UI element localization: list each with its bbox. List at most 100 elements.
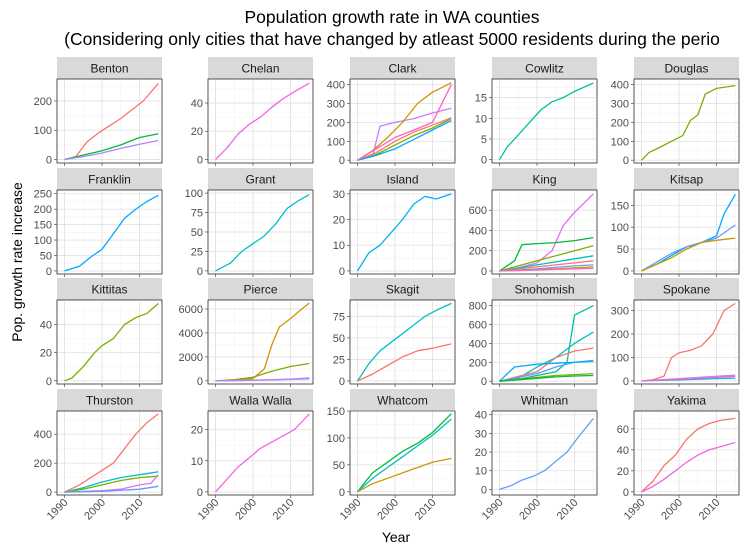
strip-kittitas bbox=[57, 278, 162, 300]
y-tick-label: 400 bbox=[327, 80, 345, 92]
y-tick-label: 100 bbox=[611, 352, 629, 364]
y-tick-label: 0 bbox=[623, 487, 629, 499]
panel-thurston: Thurston 0 200 400 1990 2000 2010 bbox=[34, 389, 163, 523]
panel-border bbox=[491, 410, 598, 496]
series-line-spokane-1 bbox=[641, 302, 736, 382]
y-tick-label: 100 bbox=[185, 188, 203, 200]
panel-border bbox=[207, 78, 314, 164]
y-tick-label: 250 bbox=[34, 189, 52, 201]
plot-area-spokane bbox=[633, 299, 740, 385]
x-tick-label: 2000 bbox=[82, 497, 108, 523]
y-tick-label: 0 bbox=[46, 154, 52, 166]
panel-chelan: Chelan 0 20 40 bbox=[191, 57, 314, 166]
y-tick-label: 100 bbox=[34, 125, 52, 137]
panel-border bbox=[491, 189, 598, 275]
series-line-king-2 bbox=[499, 236, 594, 272]
strip-label-kittitas: Kittitas bbox=[91, 283, 127, 297]
series-line-thurston-3 bbox=[64, 475, 159, 493]
panel-border bbox=[633, 410, 740, 496]
y-tick-label: 20 bbox=[191, 425, 203, 437]
x-tick-label: 1990 bbox=[480, 497, 506, 523]
chart-title-line2: (Considering only cities that have chang… bbox=[64, 29, 720, 49]
strip-king bbox=[492, 168, 597, 190]
series-line-skagit-1 bbox=[356, 302, 452, 382]
strip-walla-walla bbox=[208, 389, 313, 411]
y-tick-label: 50 bbox=[40, 250, 52, 262]
series-line-king-3 bbox=[499, 245, 594, 272]
strip-label-clark: Clark bbox=[388, 62, 417, 76]
x-tick-label: 2000 bbox=[517, 497, 543, 523]
y-tick-label: 0 bbox=[339, 487, 345, 499]
y-tick-label: 0 bbox=[623, 376, 629, 388]
series-line-kitsap-2 bbox=[641, 224, 736, 272]
y-tick-label: 800 bbox=[469, 301, 487, 313]
y-tick-label: 200 bbox=[611, 329, 629, 341]
panel-border bbox=[491, 299, 598, 385]
strip-kitsap bbox=[634, 168, 739, 190]
y-tick-label: 4000 bbox=[179, 328, 203, 340]
series-line-clark-5 bbox=[357, 119, 452, 161]
strip-clark bbox=[350, 57, 455, 79]
y-tick-label: 300 bbox=[611, 99, 629, 111]
x-tick-label: 2000 bbox=[375, 497, 401, 523]
series-line-benton-3 bbox=[64, 139, 159, 161]
panel-skagit: Skagit 0 25 50 75 bbox=[333, 278, 456, 388]
y-tick-label: 200 bbox=[469, 357, 487, 369]
panel-franklin: Franklin 0 50 100 150 200 250 bbox=[34, 168, 163, 278]
y-tick-label: 60 bbox=[617, 424, 629, 436]
y-tick-label: 5 bbox=[481, 134, 487, 146]
y-tick-label: 20 bbox=[191, 126, 203, 138]
y-tick-label: 0 bbox=[46, 487, 52, 499]
series-line-benton-2 bbox=[64, 133, 159, 161]
strip-label-douglas: Douglas bbox=[664, 62, 708, 76]
series-line-thurston-5 bbox=[64, 485, 159, 493]
y-tick-label: 200 bbox=[469, 246, 487, 258]
series-line-kittitas-1 bbox=[64, 303, 159, 382]
y-tick-label: 6000 bbox=[179, 304, 203, 316]
series-line-snohomish-7 bbox=[499, 374, 594, 382]
series-line-yakima-1 bbox=[641, 417, 736, 493]
y-tick-label: 10 bbox=[475, 466, 487, 478]
strip-label-whitman: Whitman bbox=[521, 394, 568, 408]
y-tick-label: 600 bbox=[469, 205, 487, 217]
y-tick-label: 10 bbox=[475, 113, 487, 125]
y-tick-label: 400 bbox=[34, 429, 52, 441]
strip-label-yakima: Yakima bbox=[667, 394, 706, 408]
y-tick-label: 200 bbox=[611, 117, 629, 129]
chart-title-line1: Population growth rate in WA counties bbox=[244, 7, 539, 27]
plot-area-king bbox=[491, 189, 598, 275]
y-tick-label: 200 bbox=[327, 117, 345, 129]
series-line-king-4 bbox=[499, 255, 594, 272]
panel-kitsap: Kitsap 0 50 100 150 bbox=[611, 168, 740, 278]
panel-border bbox=[491, 78, 598, 164]
plot-area-island bbox=[349, 189, 456, 275]
strip-grant bbox=[208, 168, 313, 190]
series-line-clark-6 bbox=[357, 84, 452, 161]
strip-label-walla-walla: Walla Walla bbox=[229, 394, 292, 408]
panel-kittitas: Kittitas 0 20 40 bbox=[40, 278, 163, 388]
y-tick-label: 0 bbox=[197, 376, 203, 388]
series-line-benton-1 bbox=[64, 82, 159, 161]
plot-area-benton bbox=[56, 78, 163, 164]
x-tick-label: 2010 bbox=[271, 497, 297, 523]
strip-label-grant: Grant bbox=[245, 173, 276, 187]
x-axis-title: Year bbox=[382, 529, 411, 545]
panel-clark: Clark 0 100 200 300 400 bbox=[327, 57, 456, 167]
strip-label-thurston: Thurston bbox=[86, 394, 133, 408]
strip-label-cowlitz: Cowlitz bbox=[525, 62, 564, 76]
y-tick-label: 0 bbox=[46, 376, 52, 388]
y-tick-label: 0 bbox=[481, 155, 487, 167]
y-tick-label: 100 bbox=[327, 433, 345, 445]
strip-benton bbox=[57, 57, 162, 79]
y-tick-label: 50 bbox=[617, 244, 629, 256]
series-line-clark-4 bbox=[357, 117, 452, 161]
series-line-whitman-1 bbox=[499, 418, 594, 491]
series-line-snohomish-2 bbox=[499, 331, 594, 382]
y-tick-label: 40 bbox=[617, 445, 629, 457]
panel-border bbox=[207, 410, 314, 496]
series-line-whatcom-2 bbox=[357, 418, 452, 493]
y-tick-label: 300 bbox=[327, 99, 345, 111]
panel-snohomish: Snohomish 0 200 400 600 800 bbox=[469, 278, 598, 388]
panel-border bbox=[633, 78, 740, 164]
